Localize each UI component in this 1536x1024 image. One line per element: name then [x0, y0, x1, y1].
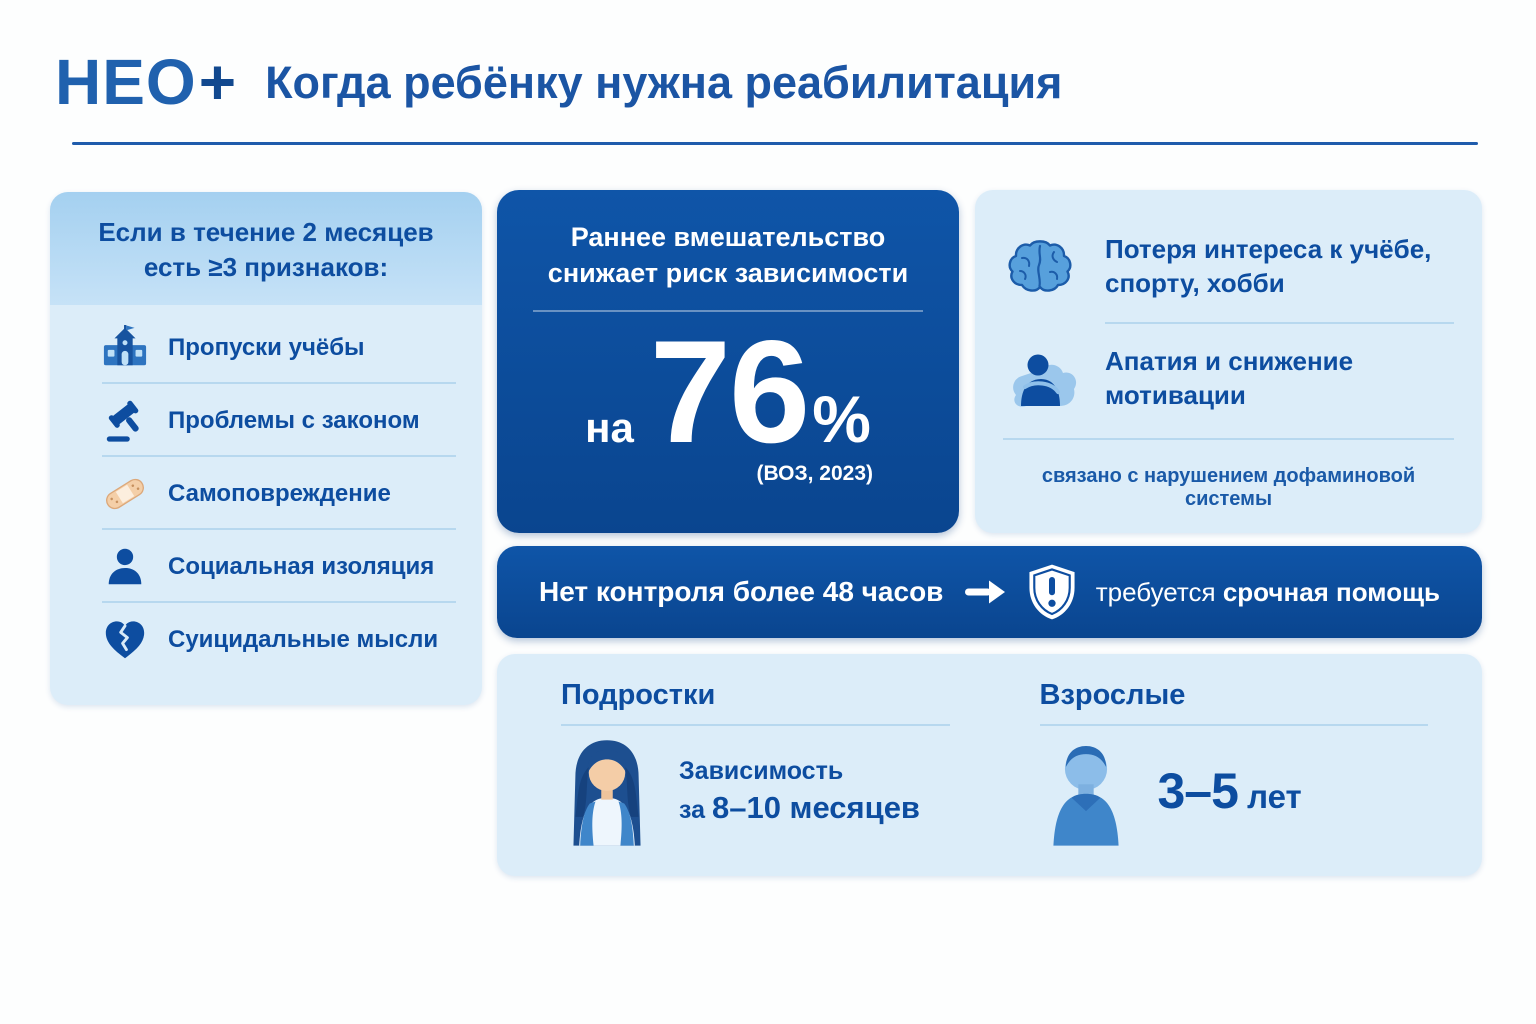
alert-action-group: требуется срочная помощь	[1026, 563, 1440, 621]
stat-panel: Раннее вмешательство снижает риск зависи…	[497, 190, 959, 533]
teens-line2-prefix: за	[679, 795, 706, 824]
adults-content: 3–5 лет	[1040, 734, 1429, 848]
alert-action-bold: срочная помощь	[1222, 576, 1440, 607]
teens-title: Подростки	[561, 679, 716, 711]
symptoms-panel: Потеря интереса к учёбе, спорту, хобби А…	[975, 190, 1482, 533]
stat-number: 76	[649, 310, 810, 474]
symptoms-footnote: связано с нарушением дофаминовой системы	[1041, 465, 1416, 510]
school-icon	[102, 324, 148, 371]
symptom-label: Апатия и снижение мотивации	[1105, 346, 1354, 410]
teens-line1: Зависимость	[679, 756, 844, 785]
adult-man-icon	[1040, 734, 1132, 848]
header-divider	[72, 142, 1478, 145]
adults-duration-value: 3–5	[1157, 763, 1239, 819]
shield-exclamation-icon	[1026, 563, 1078, 621]
symptoms-divider	[1003, 438, 1454, 440]
adults-duration-unit: лет	[1247, 778, 1302, 815]
stat-value-row: на 76 %	[525, 316, 931, 468]
stat-source: (ВОЗ, 2023)	[756, 462, 873, 486]
gavel-icon	[102, 398, 148, 444]
sign-item-suicidal-thoughts: Суицидальные мысли	[50, 603, 482, 676]
page-title: Когда ребёнку нужна реабилитация	[265, 60, 1062, 105]
stat-heading: Раннее вмешательство снижает риск зависи…	[547, 222, 909, 288]
stat-percent-sign: %	[812, 382, 871, 457]
teen-girl-icon	[561, 734, 653, 848]
page-title-strong: Когда ребёнку	[265, 56, 583, 108]
sign-item-social-isolation: Социальная изоляция	[50, 530, 482, 604]
alert-action-text: требуется срочная помощь	[1096, 577, 1440, 608]
alert-condition-text: Нет контроля более 48 часов	[539, 576, 944, 607]
adults-title: Взрослые	[1039, 679, 1186, 711]
sign-label: Пропуски учёбы	[168, 333, 365, 361]
symptom-label: Потеря интереса к учёбе, спорту, хобби	[1105, 234, 1432, 298]
teens-text: Зависимость за 8–10 месяцев	[679, 757, 920, 826]
sign-label: Социальная изоляция	[168, 552, 435, 580]
adults-duration: 3–5 лет	[1158, 762, 1302, 820]
stat-divider	[533, 310, 923, 313]
symptom-item-apathy: Апатия и снижение мотивации	[1003, 324, 1454, 434]
symptom-item-interest-loss: Потеря интереса к учёбе, спорту, хобби	[1003, 212, 1454, 322]
sign-item-school-absence: Пропуски учёбы	[50, 311, 482, 385]
timeline-panel: Подростки	[497, 654, 1482, 876]
teens-column: Подростки	[497, 654, 1004, 876]
apathy-person-icon	[1003, 348, 1083, 410]
signs-list: Пропуски учёбы Проблемы с законом	[50, 311, 482, 676]
person-icon	[102, 544, 148, 590]
sign-label: Самоповреждение	[168, 479, 391, 507]
teens-content: Зависимость за 8–10 месяцев	[561, 734, 950, 848]
symptoms-divider	[1105, 322, 1454, 324]
bandage-icon	[102, 471, 148, 517]
alert-banner: Нет контроля более 48 часов требуется ср…	[497, 546, 1482, 638]
adults-column: Взрослые 3–5 лет	[1004, 654, 1483, 876]
header: НЕО+ Когда ребёнку нужна реабилитация	[55, 50, 1062, 114]
sign-item-self-harm: Самоповреждение	[50, 457, 482, 531]
sign-label: Проблемы с законом	[168, 406, 420, 434]
page-title-rest: нужна реабилитация	[595, 56, 1063, 108]
neo-plus-logo: НЕО+	[55, 50, 237, 114]
signs-panel: Если в течение 2 месяцев есть ≥3 признак…	[50, 192, 482, 705]
stat-prefix: на	[585, 404, 634, 452]
logo-text: НЕО	[55, 46, 197, 118]
adults-title-divider	[1039, 724, 1428, 726]
sign-item-law-problems: Проблемы с законом	[50, 384, 482, 458]
teens-title-divider	[561, 724, 950, 726]
teens-line2: за 8–10 месяцев	[679, 790, 920, 826]
teens-duration-value: 8–10 месяцев	[711, 789, 920, 825]
sign-label: Суицидальные мысли	[168, 625, 439, 653]
signs-panel-title: Если в течение 2 месяцев есть ≥3 признак…	[50, 192, 482, 306]
plus-icon: +	[198, 46, 238, 118]
arrow-right-icon	[964, 579, 1006, 605]
alert-action-regular: требуется	[1095, 576, 1216, 607]
brain-icon	[1003, 238, 1083, 296]
broken-heart-icon	[102, 617, 148, 663]
